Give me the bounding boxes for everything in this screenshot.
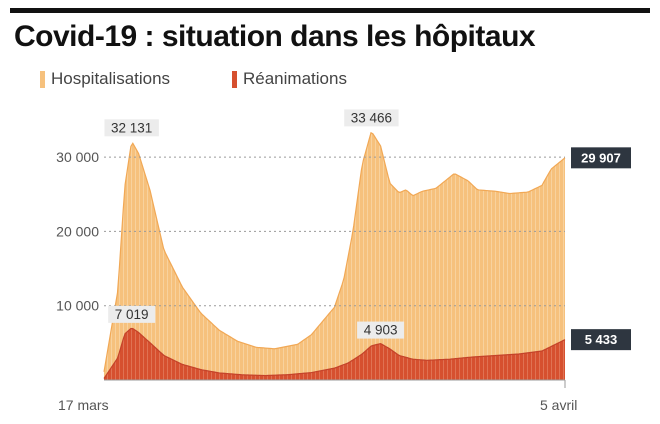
callout-label-1: 33 466 <box>351 110 392 125</box>
callout-1: 33 466 <box>344 109 399 127</box>
end-label-1: 5 433 <box>571 329 631 351</box>
callout-3: 4 903 <box>357 321 405 339</box>
callout-box-2 <box>108 305 156 323</box>
top-rule <box>10 8 650 13</box>
legend-hospitalisations: Hospitalisations <box>40 68 170 90</box>
end-label-box-0 <box>571 147 631 169</box>
y-tick-label-0: 10 000 <box>56 298 99 314</box>
callout-label-2: 7 019 <box>115 307 149 322</box>
line-reanimations <box>103 327 566 379</box>
legend-label-hospitalisations: Hospitalisations <box>51 69 171 88</box>
callout-0: 32 131 <box>104 119 159 137</box>
callout-box-0 <box>104 119 159 137</box>
end-label-box-1 <box>571 329 631 351</box>
callout-2: 7 019 <box>108 305 156 323</box>
chart-title: Covid-19 : situation dans les hôpitaux <box>14 20 536 53</box>
legend-swatch-reanimations <box>232 70 237 88</box>
y-tick-label-2: 30 000 <box>56 149 99 165</box>
callout-label-0: 32 131 <box>111 120 152 135</box>
y-tick-label-1: 20 000 <box>56 223 99 239</box>
x-tick-label-end: 5 avril <box>540 397 577 413</box>
callout-box-1 <box>344 109 399 127</box>
end-label-text-1: 5 433 <box>585 332 618 347</box>
line-hospitalisations <box>103 131 566 372</box>
legend-label-reanimations: Réanimations <box>243 69 347 88</box>
callout-label-3: 4 903 <box>364 323 398 338</box>
x-tick-label-start: 17 mars <box>58 397 109 413</box>
end-label-text-0: 29 907 <box>581 150 621 165</box>
area-hospitalisations <box>104 132 565 380</box>
legend-swatch-hospitalisations <box>40 70 45 88</box>
legend-reanimations: Réanimations <box>232 68 347 90</box>
area-reanimations <box>104 328 565 380</box>
callout-box-3 <box>357 321 405 339</box>
end-label-0: 29 907 <box>571 147 631 169</box>
